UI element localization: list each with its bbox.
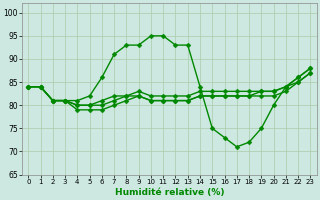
X-axis label: Humidité relative (%): Humidité relative (%) (115, 188, 224, 197)
